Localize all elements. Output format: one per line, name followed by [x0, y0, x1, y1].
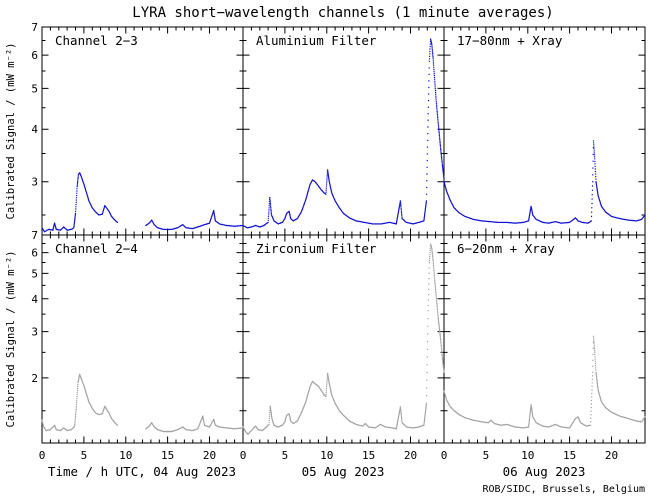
y-tick-label: 3 [31, 176, 38, 189]
x-tick-label: 0 [240, 449, 247, 462]
x-tick-label: 5 [81, 449, 88, 462]
x-axis-date-label-06-aug: 06 Aug 2023 [503, 464, 586, 479]
plot-panel-box-r0c2 [443, 26, 646, 236]
series-aluminium-filter [242, 38, 445, 229]
y-tick-label: 4 [31, 293, 38, 306]
x-tick-label: 15 [161, 449, 174, 462]
plot-panel-box-r1c1 [242, 234, 445, 444]
plot-panel-box-r0c1 [242, 26, 445, 236]
x-tick-label: 20 [404, 449, 417, 462]
plot-panel-box-r1c2 [443, 234, 646, 444]
y-axis-label-bottom-row: Calibrated Signal / (mW m⁻²) [5, 250, 17, 427]
credit-text: ROB/SIDC, Brussels, Belgium [482, 484, 645, 495]
panel-label-channel-2-3: Channel 2−3 [55, 33, 138, 48]
axis-ticks-r0c2 [444, 26, 645, 235]
axis-ticks-r1c2 [444, 234, 645, 443]
axis-ticks-r0c1 [243, 26, 444, 235]
x-tick-label: 15 [362, 449, 375, 462]
x-tick-label: 10 [521, 449, 534, 462]
x-tick-label: 5 [483, 449, 490, 462]
x-axis-date-label-05-aug: 05 Aug 2023 [302, 464, 385, 479]
axis-ticks-r1c0 [42, 234, 243, 443]
y-tick-label: 7 [31, 21, 38, 34]
y-tick-label: 6 [31, 49, 38, 62]
series-channel-2-3 [41, 172, 244, 233]
x-tick-label: 20 [203, 449, 216, 462]
y-tick-label: 6 [31, 247, 38, 260]
x-tick-label: 0 [39, 449, 46, 462]
x-tick-label: 0 [441, 449, 448, 462]
x-tick-label: 15 [563, 449, 576, 462]
y-tick-label: 7 [31, 229, 38, 242]
series-zirconium-filter [242, 243, 445, 435]
axis-ticks-r0c0 [42, 26, 243, 235]
y-tick-label: 4 [31, 123, 38, 136]
y-tick-label: 3 [31, 326, 38, 339]
x-tick-label: 20 [605, 449, 618, 462]
series-17-80nm-xray [443, 140, 646, 224]
x-tick-label: 5 [282, 449, 289, 462]
axis-ticks-r1c1 [243, 234, 444, 443]
plot-panel-box-r1c0 [41, 234, 244, 444]
panel-label-17-80nm-xray: 17−80nm + Xray [457, 33, 563, 48]
panel-label-channel-2-4: Channel 2−4 [55, 241, 138, 256]
series-6-20nm-xray [443, 335, 646, 429]
x-tick-label: 10 [320, 449, 333, 462]
y-tick-label: 2 [31, 372, 38, 385]
series-channel-2-4 [41, 373, 244, 433]
panel-label-aluminium-filter: Aluminium Filter [256, 33, 377, 48]
plot-panel-box-r0c0 [41, 26, 244, 236]
chart-title: LYRA short−wavelength channels (1 minute… [132, 5, 553, 21]
plot-panels-group: 3 4 5 6 7 2 3 4 5 6 7 0 5 10 15 20 0 5 10 15 20 0 5 10 15 20 [31, 21, 646, 462]
x-axis-date-label-04-aug: Time / h UTC, 04 Aug 2023 [48, 464, 236, 479]
y-axis-label-top-row: Calibrated Signal / (mW m⁻²) [5, 42, 17, 219]
panel-label-zirconium-filter: Zirconium Filter [256, 241, 377, 256]
y-tick-label: 5 [31, 82, 38, 95]
panel-label-6-20nm-xray: 6−20nm + Xray [457, 241, 555, 256]
y-tick-label: 5 [31, 267, 38, 280]
x-tick-label: 10 [119, 449, 132, 462]
